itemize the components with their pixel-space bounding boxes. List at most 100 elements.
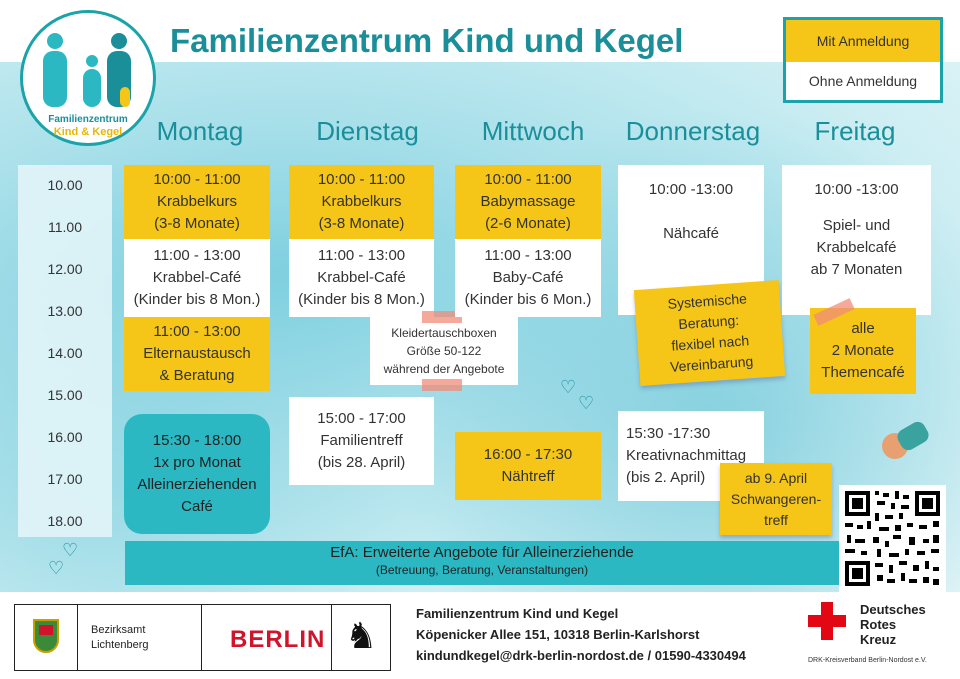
note-themencafe: alle 2 Monate Themencafé: [810, 298, 916, 394]
day-tuesday: Dienstag: [316, 116, 419, 146]
heart-icon: ♡: [560, 377, 577, 397]
event-time: 10:00 -13:00: [648, 181, 734, 198]
event-title: Babymassage: [480, 193, 576, 210]
note-line: während der Angebote: [383, 362, 505, 376]
note-line: Schwangeren-: [730, 490, 822, 507]
logo-head-parent1: [47, 33, 63, 49]
logo-text-line1: Familienzentrum: [48, 114, 128, 125]
day-wednesday: Mittwoch: [481, 116, 585, 146]
event-detail: & Beratung: [159, 367, 235, 384]
day-thursday: Donnerstag: [625, 116, 761, 146]
event-title: Krabbel-Café: [317, 269, 406, 286]
note-line: Vereinbarung: [669, 353, 754, 375]
event-time: 11:00 - 13:00: [153, 247, 241, 264]
note-line: Themencafé: [821, 364, 905, 381]
page-title: Familienzentrum Kind und Kegel: [170, 22, 684, 59]
time-label: 16.00: [47, 429, 83, 445]
event-time: 11:00 - 13:00: [484, 247, 572, 264]
tape: [422, 311, 462, 323]
event-detail: (Kinder bis 8 Mon.): [133, 291, 261, 308]
event-mon-elternaustausch: 11:00 - 13:00 Elternaustausch & Beratung: [124, 317, 270, 391]
efa-subtitle: (Betreuung, Beratung, Veranstaltungen): [375, 563, 589, 577]
note-schwangerentreff: ab 9. April Schwangeren- treff: [720, 463, 832, 535]
event-title: Baby-Café: [492, 269, 564, 286]
logo-head-child: [86, 55, 98, 67]
note-line: alle: [851, 320, 875, 337]
district-line2: Lichtenberg: [91, 639, 149, 651]
event-title: Elternaustausch: [143, 345, 251, 362]
logo-figure-parent1: [43, 51, 67, 107]
event-detail: (3-8 Monate): [154, 215, 240, 232]
event-title: Familientreff: [320, 432, 403, 449]
day-friday: Freitag: [814, 116, 896, 146]
event-title: Alleinerziehenden: [137, 476, 257, 493]
event-time: 15:30 - 18:00: [152, 432, 242, 449]
event-mon-krabbel-cafe: 11:00 - 13:00 Krabbel-Café (Kinder bis 8…: [124, 239, 270, 317]
logo-head-parent2: [111, 33, 127, 49]
coat-of-arms-detail: [39, 625, 53, 635]
event-detail: ab 7 Monaten: [810, 261, 903, 278]
event-title: Krabbelkurs: [156, 193, 238, 210]
efa-banner: EfA: Erweiterte Angebote für Alleinerzie…: [125, 541, 839, 585]
legend-without-registration: Ohne Anmeldung: [808, 73, 918, 89]
event-wed-babymassage: 10:00 - 11:00 Babymassage (2-6 Monate): [455, 165, 601, 239]
note-line: 2 Monate: [831, 342, 895, 359]
event-time: 10:00 -13:00: [814, 181, 899, 198]
qr-code[interactable]: [839, 485, 946, 592]
logo-figure-baby: [120, 87, 130, 107]
event-detail: 1x pro Monat: [153, 454, 241, 471]
event-time: 10:00 - 11:00: [484, 171, 572, 188]
time-label: 18.00: [47, 513, 83, 529]
address-name: Familienzentrum Kind und Kegel: [416, 606, 619, 621]
tape: [422, 379, 462, 391]
note-line: Größe 50-122: [406, 344, 482, 358]
time-label: 17.00: [47, 471, 83, 487]
district-line1: Bezirksamt: [91, 624, 146, 636]
time-label: 15.00: [47, 387, 83, 403]
drk-logo: Deutsches Rotes Kreuz DRK-Kreisverband B…: [808, 602, 953, 674]
berlin-bear-icon: ♞: [345, 615, 378, 656]
event-tue-krabbel-cafe: 11:00 - 13:00 Krabbel-Café (Kinder bis 8…: [289, 239, 434, 317]
time-label: 13.00: [47, 303, 83, 319]
event-time: 16:00 - 17:30: [483, 446, 573, 463]
drk-subtitle: DRK-Kreisverband Berlin-Nordost e.V.: [808, 657, 927, 664]
event-title: Nähcafé: [663, 225, 719, 242]
event-title: Krabbelcafé: [816, 239, 897, 256]
heart-icon: ♡: [578, 393, 595, 413]
logo-figure-child: [83, 69, 101, 107]
event-title: Krabbel-Café: [152, 269, 242, 286]
heart-icon: ♡: [62, 540, 79, 560]
logo: Familienzentrum Kind & Kegel: [20, 10, 156, 146]
event-detail: (3-8 Monate): [318, 215, 405, 232]
logo-text-line2: Kind & Kegel: [53, 126, 123, 138]
event-detail: (bis 2. April): [626, 469, 706, 486]
note-line: treff: [764, 511, 788, 528]
event-title: Café: [181, 498, 213, 515]
red-cross-icon-vertical: [821, 602, 833, 640]
efa-title: EfA: Erweiterte Angebote für Alleinerzie…: [330, 544, 634, 561]
event-thu-kreativnachmittag: 15:30 -17:30 Kreativnachmittag (bis 2. A…: [618, 411, 764, 501]
event-wed-baby-cafe: 11:00 - 13:00 Baby-Café (Kinder bis 6 Mo…: [455, 239, 601, 317]
time-label: 14.00: [47, 345, 83, 361]
event-title: Kreativnachmittag: [626, 447, 747, 464]
note-kleidertausch: Kleidertauschboxen Größe 50-122 während …: [370, 311, 518, 391]
address-contact[interactable]: kindundkegel@drk-berlin-nordost.de / 015…: [416, 648, 746, 663]
contact-address: Familienzentrum Kind und Kegel Köpenicke…: [416, 603, 746, 666]
event-title: Spiel- und: [822, 217, 891, 234]
time-column: 10.00 11.00 12.00 13.00 14.00 15.00 16.0…: [18, 165, 112, 537]
legend: Mit Anmeldung Ohne Anmeldung: [783, 17, 943, 103]
event-wed-naehtreff: 16:00 - 17:30 Nähtreff: [455, 432, 601, 500]
qr-code-graphic: [845, 491, 940, 586]
address-street: Köpenicker Allee 151, 10318 Berlin-Karls…: [416, 627, 700, 642]
lichtenberg-coat-of-arms-icon: [33, 619, 59, 653]
day-monday: Montag: [156, 116, 244, 146]
footer-sponsor-logos: Bezirksamt Lichtenberg BERLIN ♞: [14, 604, 391, 671]
event-tue-krabbelkurs: 10:00 - 11:00 Krabbelkurs (3-8 Monate): [289, 165, 434, 239]
event-time: 10:00 - 11:00: [317, 171, 406, 188]
event-time: 10:00 - 11:00: [153, 171, 241, 188]
time-label: 12.00: [47, 261, 83, 277]
event-time: 15:30 -17:30: [626, 425, 711, 442]
drk-line3: Kreuz: [860, 632, 897, 647]
event-time: 11:00 - 13:00: [317, 247, 406, 264]
heart-icon: ♡: [48, 558, 65, 578]
